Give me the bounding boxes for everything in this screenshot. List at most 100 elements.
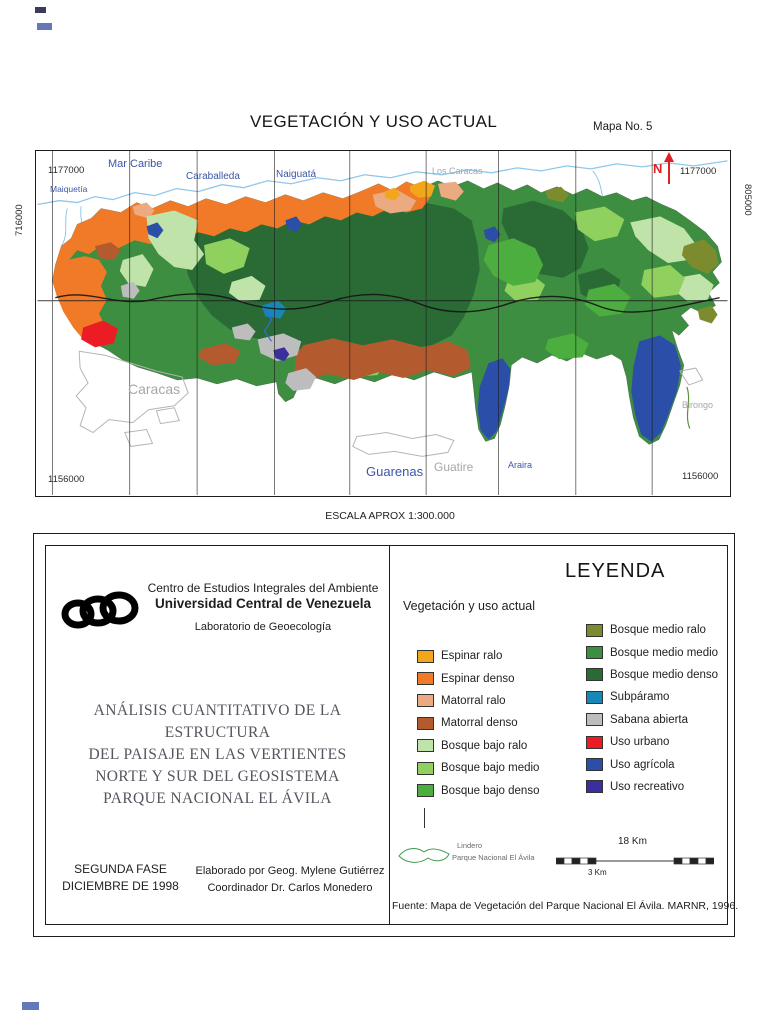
scalebar-bottom-label: 3 Km bbox=[588, 868, 607, 877]
legend-swatch bbox=[417, 761, 434, 775]
vegetation-polygons bbox=[52, 180, 722, 445]
legend-swatch bbox=[417, 694, 434, 708]
author-line1: Elaborado por Geog. Mylene Gutiérrez bbox=[195, 865, 385, 877]
phase-line2: DICIEMBRE DE 1998 bbox=[62, 879, 179, 893]
coord-bottom-left: 1156000 bbox=[48, 474, 85, 485]
legend-label: Espinar denso bbox=[441, 672, 515, 685]
legend-item: Espinar denso bbox=[417, 667, 539, 689]
park-boundary-line bbox=[55, 293, 720, 313]
legend-label: Bosque medio denso bbox=[610, 668, 719, 681]
author-block: Elaborado por Geog. Mylene Gutiérrez Coo… bbox=[192, 863, 388, 897]
legend-item: Uso recreativo bbox=[586, 776, 718, 798]
coord-top-right: 1177000 bbox=[680, 166, 717, 177]
project-title-line: DEL PAISAJE EN LAS VERTIENTES bbox=[88, 746, 347, 763]
legend-title: LEYENDA bbox=[565, 560, 666, 582]
legend-swatch bbox=[586, 623, 603, 637]
coord-left-side: 716000 bbox=[14, 204, 25, 236]
legend-swatch bbox=[417, 784, 434, 798]
birongo-stream bbox=[686, 386, 691, 429]
info-panel bbox=[33, 533, 735, 937]
coord-top-left: 1177000 bbox=[48, 165, 85, 176]
legend-swatch bbox=[417, 649, 434, 663]
legend-swatch bbox=[586, 690, 603, 704]
city-outlines bbox=[75, 350, 704, 457]
label-los-caracas: Los Caracas bbox=[432, 166, 483, 176]
legend-item: Bosque bajo ralo bbox=[417, 735, 539, 757]
institution-line1: Centro de Estudios Integrales del Ambien… bbox=[147, 581, 379, 595]
lindero-label-line2: Parque Nacional El Ávila bbox=[452, 853, 535, 862]
source-text: Fuente: Mapa de Vegetación del Parque Na… bbox=[392, 900, 739, 912]
legend-label: Subpáramo bbox=[610, 691, 670, 704]
legend-label: Matorral denso bbox=[441, 717, 518, 730]
label-naiguata: Naiguatá bbox=[276, 169, 317, 180]
label-caracas: Caracas bbox=[128, 381, 181, 397]
legend-item: Matorral ralo bbox=[417, 690, 539, 712]
legend-item: Matorral denso bbox=[417, 712, 539, 734]
legend-label: Bosque bajo ralo bbox=[441, 739, 528, 752]
legend-swatch bbox=[586, 646, 603, 660]
legend-label: Uso recreativo bbox=[610, 780, 685, 793]
legend-label: Bosque bajo denso bbox=[441, 784, 540, 797]
project-title-line: NORTE Y SUR DEL GEOSISTEMA bbox=[95, 768, 340, 785]
ceia-logo-icon bbox=[60, 578, 140, 645]
grid-lines bbox=[37, 151, 728, 495]
legend-item: Bosque bajo denso bbox=[417, 779, 539, 801]
legend-item: Bosque medio denso bbox=[586, 664, 718, 686]
lindero-tick bbox=[424, 808, 425, 828]
legend-label: Sabana abierta bbox=[610, 713, 689, 726]
river-line bbox=[263, 307, 273, 342]
legend-item: Espinar ralo bbox=[417, 645, 539, 667]
legend-item: Subpáramo bbox=[586, 686, 718, 708]
map-number: Mapa No. 5 bbox=[593, 121, 653, 133]
vegetation-map-svg bbox=[37, 151, 728, 495]
legend-swatch bbox=[417, 716, 434, 730]
legend-label: Uso urbano bbox=[610, 736, 670, 749]
label-araira: Araira bbox=[508, 460, 533, 470]
project-title-line: PARQUE NACIONAL EL ÁVILA bbox=[103, 790, 332, 807]
scale-text: ESCALA APROX 1:300.000 bbox=[325, 510, 455, 522]
legend-label: Uso agrícola bbox=[610, 758, 675, 771]
legend-box bbox=[389, 545, 728, 925]
scan-artifact bbox=[35, 7, 46, 13]
legend-item: Sabana abierta bbox=[586, 709, 718, 731]
scan-artifact bbox=[37, 23, 52, 30]
legend-swatch bbox=[586, 758, 603, 772]
lindero-label-line1: Lindero bbox=[457, 841, 483, 850]
scan-artifact bbox=[22, 1002, 39, 1010]
legend-swatch bbox=[586, 735, 603, 749]
label-maiquetia: Maiquetía bbox=[50, 184, 88, 194]
legend-subtitle: Vegetación y uso actual bbox=[403, 599, 536, 613]
label-guatire: Guatire bbox=[434, 460, 474, 474]
phase-line1: SEGUNDA FASE bbox=[74, 862, 167, 876]
legend-item: Bosque medio medio bbox=[586, 641, 718, 663]
legend-item: Bosque bajo medio bbox=[417, 757, 539, 779]
park-outline-icon bbox=[396, 838, 454, 875]
north-arrow: N bbox=[652, 151, 678, 187]
label-guarenas: Guarenas bbox=[366, 464, 424, 479]
legend-swatch bbox=[586, 780, 603, 794]
author-line2: Coordinador Dr. Carlos Monedero bbox=[207, 882, 373, 894]
legend-item: Bosque medio ralo bbox=[586, 619, 718, 641]
legend-label: Espinar ralo bbox=[441, 650, 503, 663]
legend-item: Uso urbano bbox=[586, 731, 718, 753]
project-title-line: ANÁLISIS CUANTITATIVO DE LA ESTRUCTURA bbox=[93, 702, 342, 741]
legend-swatch bbox=[586, 713, 603, 727]
scalebar bbox=[555, 852, 715, 870]
institution-line3: Laboratorio de Geoecología bbox=[194, 621, 332, 633]
page-title: VEGETACIÓN Y USO ACTUAL bbox=[250, 112, 498, 131]
institution-block: Centro de Estudios Integrales del Ambien… bbox=[142, 581, 384, 635]
legend-label: Matorral ralo bbox=[441, 694, 506, 707]
map-frame bbox=[35, 150, 731, 497]
institution-line2: Universidad Central de Venezuela bbox=[154, 596, 372, 611]
svg-text:N: N bbox=[653, 161, 662, 176]
legend-swatch bbox=[417, 672, 434, 686]
legend-swatch bbox=[417, 739, 434, 753]
legend-column-left: Espinar ralo Espinar denso Matorral ralo Ma… bbox=[417, 645, 539, 802]
legend-label: Bosque medio medio bbox=[610, 646, 719, 659]
legend-swatch bbox=[586, 668, 603, 682]
label-mar-caribe: Mar Caribe bbox=[108, 158, 163, 170]
legend-item: Uso agrícola bbox=[586, 753, 718, 775]
phase-block: SEGUNDA FASE DICIEMBRE DE 1998 bbox=[58, 861, 183, 895]
label-caraballeda: Caraballeda bbox=[186, 171, 240, 182]
